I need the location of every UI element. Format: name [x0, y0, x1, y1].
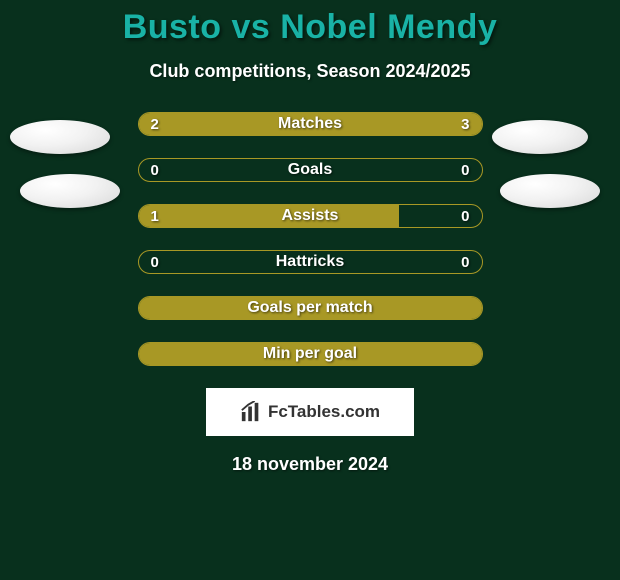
- stat-row: Goals per match: [138, 296, 483, 320]
- stat-row: 00Hattricks: [138, 250, 483, 274]
- avatar-ellipse: [10, 120, 110, 154]
- logo-box[interactable]: FcTables.com: [206, 388, 414, 436]
- stat-label: Min per goal: [139, 343, 482, 365]
- stat-rows: 23Matches 00Goals 10Assists 00Hattricks Goal…: [138, 112, 483, 366]
- logo-text: FcTables.com: [268, 402, 380, 422]
- avatar-ellipse: [492, 120, 588, 154]
- avatar-ellipse: [20, 174, 120, 208]
- stat-row: 10Assists: [138, 204, 483, 228]
- chart-icon: [240, 401, 262, 423]
- subtitle: Club competitions, Season 2024/2025: [0, 61, 620, 82]
- comparison-widget: Busto vs Nobel Mendy Club competitions, …: [0, 0, 620, 580]
- avatar-ellipse: [500, 174, 600, 208]
- stat-label: Assists: [139, 205, 482, 227]
- stat-label: Hattricks: [139, 251, 482, 273]
- date-label: 18 november 2024: [0, 454, 620, 475]
- stat-label: Matches: [139, 113, 482, 135]
- stat-row: 23Matches: [138, 112, 483, 136]
- page-title: Busto vs Nobel Mendy: [0, 0, 620, 47]
- stat-label: Goals per match: [139, 297, 482, 319]
- stat-row: 00Goals: [138, 158, 483, 182]
- stat-label: Goals: [139, 159, 482, 181]
- stat-row: Min per goal: [138, 342, 483, 366]
